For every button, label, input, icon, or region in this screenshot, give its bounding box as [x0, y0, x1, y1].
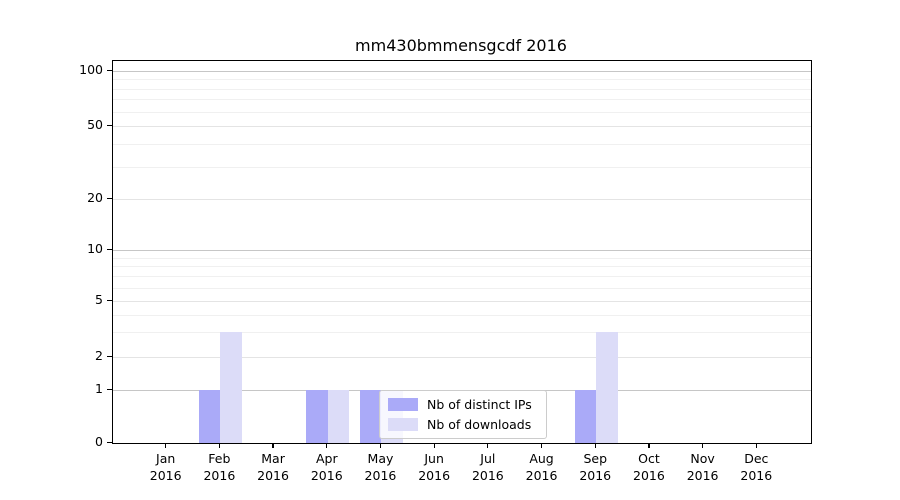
- gridline-20: [113, 199, 811, 200]
- y-tick-mark-1: [107, 388, 112, 390]
- x-tick-label-dec: Dec 2016: [740, 451, 773, 483]
- y-tick-mark-100: [107, 69, 112, 71]
- x-tick-label-nov: Nov 2016: [686, 451, 719, 483]
- gridline-minor-9: [113, 257, 811, 259]
- bar-distinct-ips-sep: [574, 390, 597, 443]
- x-tick-mark-aug: [540, 443, 543, 448]
- gridline-minor-7: [113, 276, 811, 278]
- y-tick-mark-0: [107, 441, 112, 443]
- bar-downloads-sep: [596, 332, 618, 443]
- x-tick-mark-dec: [755, 443, 757, 448]
- x-tick-label-feb: Feb 2016: [203, 451, 236, 483]
- y-tick-label-0: 0: [95, 434, 103, 449]
- y-tick-mark-50: [107, 124, 112, 126]
- x-tick-mark-nov: [702, 443, 704, 448]
- x-tick-mark-sep: [594, 443, 596, 448]
- legend-swatch-downloads: [388, 418, 418, 431]
- y-tick-mark-5: [107, 299, 112, 301]
- x-tick-mark-oct: [648, 443, 650, 448]
- gridline-minor-90: [113, 79, 811, 81]
- x-tick-label-jun: Jun 2016: [418, 451, 451, 483]
- gridline-minor-80: [113, 88, 811, 90]
- x-tick-label-oct: Oct 2016: [633, 451, 665, 483]
- y-tick-mark-20: [107, 197, 112, 199]
- y-tick-label-100: 100: [79, 62, 103, 77]
- chart-title: mm430bmmensgcdf 2016: [355, 36, 567, 55]
- plot-area: Nb of distinct IPs Nb of downloads: [112, 60, 812, 444]
- y-tick-mark-10: [107, 248, 112, 250]
- gridline-minor-70: [113, 99, 811, 101]
- legend-item-downloads: Nb of downloads: [388, 417, 538, 432]
- gridline-100: [113, 71, 811, 72]
- gridline-minor-40: [113, 143, 811, 145]
- x-tick-label-jul: Jul 2016: [471, 451, 504, 483]
- gridline-minor-8: [113, 266, 811, 268]
- gridline-minor-4: [113, 314, 811, 316]
- y-tick-label-50: 50: [87, 117, 103, 132]
- legend-label-distinct-ips: Nb of distinct IPs: [427, 397, 532, 412]
- x-tick-mark-jul: [487, 443, 489, 448]
- gridline-minor-60: [113, 111, 811, 113]
- x-tick-mark-jun: [433, 443, 435, 448]
- gridline-minor-30: [113, 166, 811, 168]
- bar-distinct-ips-apr: [306, 390, 328, 443]
- bar-downloads-feb: [220, 332, 242, 443]
- y-tick-label-2: 2: [95, 348, 103, 363]
- x-tick-label-apr: Apr 2016: [310, 451, 343, 483]
- x-tick-label-mar: Mar 2016: [257, 451, 289, 483]
- x-tick-mark-mar: [272, 443, 274, 448]
- y-tick-label-10: 10: [87, 241, 103, 256]
- y-tick-mark-2: [107, 355, 112, 357]
- x-tick-mark-may: [379, 443, 382, 448]
- bar-distinct-ips-may: [359, 390, 382, 443]
- x-tick-mark-jan: [165, 443, 167, 448]
- x-tick-mark-apr: [326, 443, 328, 448]
- x-tick-label-may: May 2016: [364, 451, 397, 483]
- gridline-50: [113, 126, 811, 127]
- x-tick-label-aug: Aug 2016: [525, 451, 558, 483]
- gridline-minor-6: [113, 287, 811, 289]
- bar-distinct-ips-feb: [198, 390, 221, 443]
- y-tick-label-5: 5: [95, 292, 103, 307]
- y-tick-label-1: 1: [95, 381, 103, 396]
- x-tick-label-jan: Jan 2016: [149, 451, 182, 483]
- legend-label-downloads: Nb of downloads: [427, 417, 532, 432]
- gridline-5: [113, 301, 811, 302]
- gridline-10: [113, 250, 811, 251]
- x-tick-label-sep: Sep 2016: [579, 451, 612, 483]
- legend-swatch-distinct-ips: [388, 398, 418, 411]
- legend-item-distinct-ips: Nb of distinct IPs: [388, 397, 538, 412]
- gridline-minor-3: [113, 332, 811, 334]
- gridline-2: [113, 357, 811, 358]
- y-tick-label-20: 20: [87, 190, 103, 205]
- legend: Nb of distinct IPs Nb of downloads: [379, 390, 547, 439]
- x-tick-mark-feb: [218, 443, 220, 448]
- bar-downloads-apr: [327, 390, 350, 443]
